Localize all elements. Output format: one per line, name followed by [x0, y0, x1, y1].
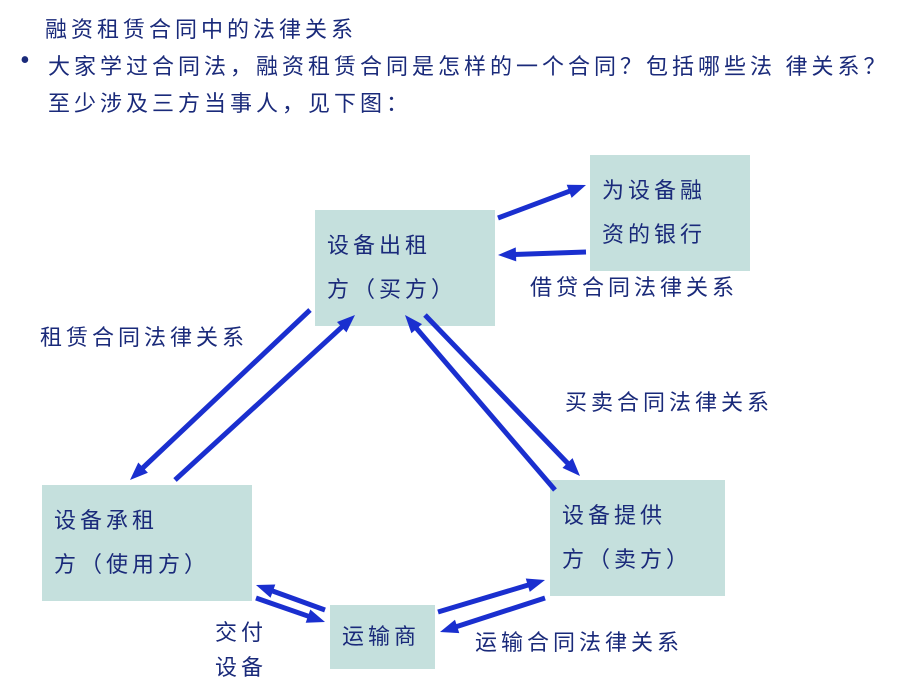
label-lease: 租赁合同法律关系 — [40, 320, 248, 355]
arrow-head-shipper-to-supplier — [526, 578, 545, 591]
arrow-line-lessee-to-shipper — [256, 598, 310, 617]
arrow-head-lessor-to-supplier — [562, 458, 580, 476]
label-transport: 运输合同法律关系 — [475, 625, 683, 660]
node-lessor: 设备出租 方（买方） — [315, 210, 495, 326]
label-sale: 买卖合同法律关系 — [565, 385, 773, 420]
node-bank: 为设备融 资的银行 — [590, 155, 750, 271]
label-loan: 借贷合同法律关系 — [530, 270, 738, 305]
arrow-head-supplier-to-shipper — [440, 620, 459, 633]
arrow-head-shipper-to-lessee — [256, 585, 275, 598]
node-lessee: 设备承租 方（使用方） — [42, 485, 252, 601]
slide-title: 融资租赁合同中的法律关系 — [45, 12, 357, 44]
arrow-head-lessor-to-lessee-1 — [130, 463, 148, 480]
arrow-line-lessor-to-bank — [498, 191, 571, 218]
bullet-marker: • — [20, 45, 30, 77]
arrow-head-lessee-to-shipper — [306, 609, 325, 622]
arrow-head-bank-to-lessor — [498, 247, 516, 261]
bullet-text: 大家学过合同法，融资租赁合同是怎样的一个合同？包括哪些法 律关系？至少涉及三方当… — [48, 48, 898, 123]
arrow-line-bank-to-lessor — [514, 252, 586, 254]
arrow-head-lessor-to-bank — [567, 185, 586, 198]
arrow-line-lessor-to-supplier — [425, 315, 569, 464]
arrow-line-shipper-to-supplier — [438, 585, 529, 612]
node-supplier: 设备提供 方（卖方） — [550, 480, 725, 596]
node-shipper: 运输商 — [330, 605, 435, 669]
label-deliver: 交付 设备 — [215, 615, 267, 685]
arrow-line-shipper-to-lessee — [271, 591, 325, 610]
arrow-line-supplier-to-lessor — [416, 327, 555, 490]
arrow-line-supplier-to-shipper — [455, 598, 545, 627]
